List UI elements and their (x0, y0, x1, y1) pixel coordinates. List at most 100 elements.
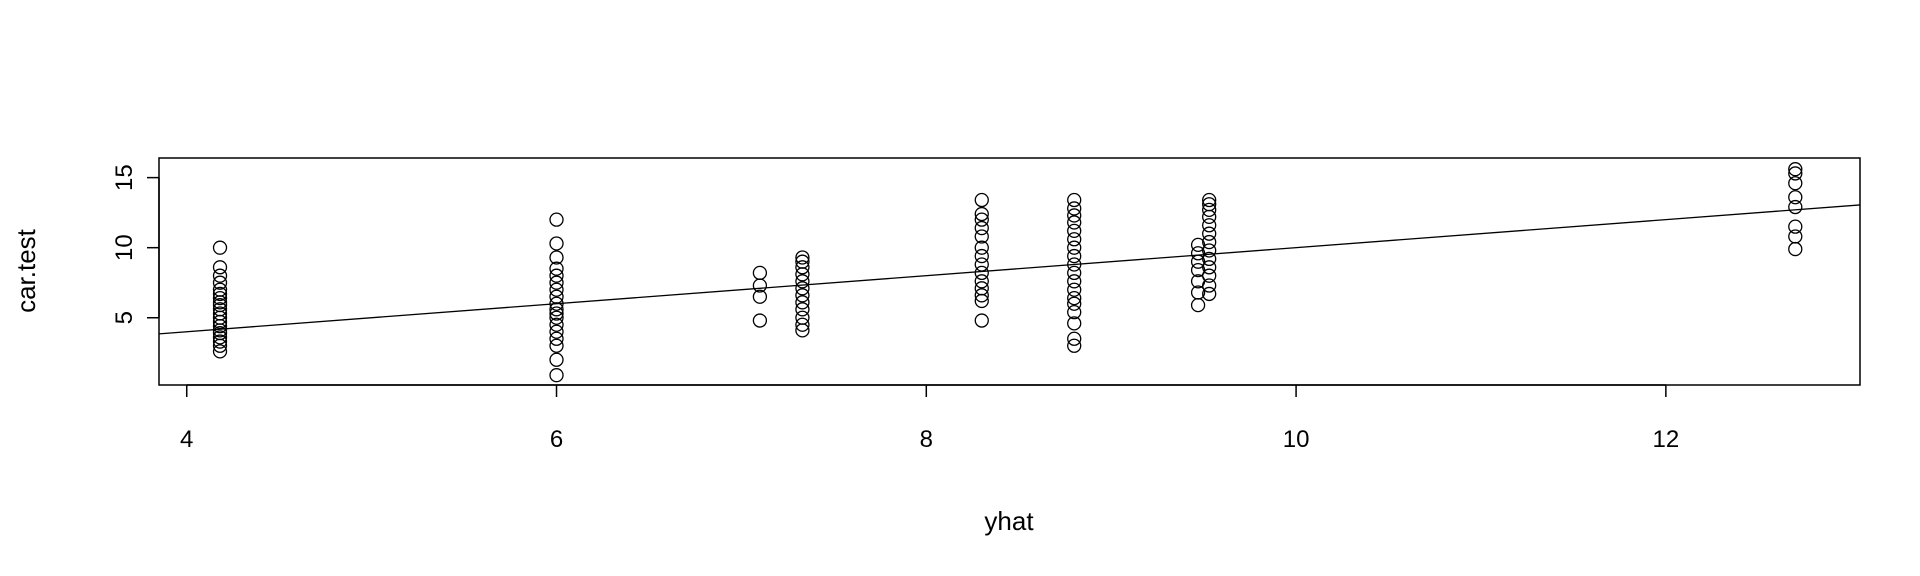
x-axis: 4 6 8 10 12 (180, 384, 1680, 453)
y-tick-label: 10 (111, 234, 138, 261)
data-point (212, 268, 228, 283)
data-point (1788, 166, 1803, 181)
reference-line (159, 204, 1860, 335)
data-point (974, 288, 989, 303)
data-point (549, 282, 564, 297)
data-point (1067, 304, 1082, 320)
data-point (1067, 240, 1082, 255)
data-point (212, 286, 228, 302)
data-point (1067, 208, 1082, 223)
data-point (549, 268, 564, 283)
data-point (795, 281, 810, 296)
data-point (752, 313, 768, 328)
data-point (1067, 274, 1082, 289)
data-point (1190, 285, 1206, 300)
data-point (1202, 218, 1217, 233)
data-point (974, 293, 989, 309)
data-point (1190, 237, 1206, 253)
data-point (974, 265, 989, 281)
data-point (974, 229, 989, 244)
data-point (212, 330, 228, 345)
data-point (1788, 190, 1803, 205)
data-point (974, 313, 989, 328)
data-point (1067, 265, 1082, 281)
data-point (795, 260, 810, 275)
data-point (212, 282, 228, 297)
data-point (1190, 262, 1206, 278)
data-point (1067, 215, 1082, 230)
data-point (212, 302, 228, 317)
data-point (795, 274, 810, 289)
data-point (1202, 268, 1217, 283)
data-point (1202, 226, 1217, 241)
data-point (1190, 297, 1206, 313)
x-tick-label: 8 (920, 426, 933, 453)
data-point (549, 368, 564, 383)
data-point (1202, 260, 1217, 275)
data-point (1190, 246, 1206, 261)
data-point (549, 317, 564, 332)
data-point (1788, 241, 1803, 257)
x-axis-title: yhat (984, 506, 1034, 536)
data-point (1067, 223, 1082, 239)
data-point (1067, 331, 1082, 346)
data-point (1067, 316, 1082, 331)
data-point (1788, 162, 1803, 177)
y-tick-label: 15 (111, 164, 138, 191)
data-point (1202, 243, 1217, 258)
data-point (1067, 296, 1082, 311)
data-point (549, 306, 564, 321)
data-point (974, 220, 989, 236)
data-point (1067, 201, 1082, 216)
data-point (1067, 290, 1082, 306)
data-point (795, 323, 810, 338)
x-tick-label: 4 (180, 426, 193, 453)
data-point (974, 248, 989, 264)
data-point (549, 352, 564, 367)
data-point (795, 288, 810, 303)
data-point (795, 295, 810, 310)
data-point (549, 289, 564, 304)
data-point (549, 310, 564, 325)
data-point (1067, 282, 1082, 297)
data-point (549, 338, 564, 353)
x-tick-label: 12 (1653, 426, 1680, 453)
reference-line-layer (159, 204, 1860, 335)
data-point (752, 289, 768, 304)
data-point (212, 275, 228, 290)
data-point (212, 344, 228, 359)
data-point (974, 212, 989, 227)
data-point (1788, 176, 1803, 191)
data-point (212, 290, 228, 306)
y-axis: 5 10 15 (111, 164, 160, 324)
y-tick-label: 5 (111, 311, 138, 324)
data-point (974, 281, 989, 296)
data-point (549, 250, 564, 265)
data-point (1788, 199, 1803, 215)
data-point (1067, 248, 1082, 264)
x-tick-label: 6 (550, 426, 563, 453)
data-point (974, 274, 989, 289)
data-point (549, 212, 564, 227)
data-point (1202, 197, 1217, 212)
data-point (1788, 229, 1803, 244)
data-point (212, 260, 228, 275)
data-point (549, 261, 564, 276)
x-tick-label: 10 (1283, 426, 1310, 453)
data-point (795, 317, 810, 332)
y-axis-title: car.test (11, 228, 41, 313)
data-point (212, 240, 228, 255)
data-point (549, 275, 564, 290)
data-point (1202, 278, 1217, 293)
data-point (549, 324, 564, 339)
plot-frame (158, 157, 1861, 386)
data-point (1202, 192, 1217, 208)
points-layer (212, 162, 1803, 383)
data-point (549, 296, 564, 311)
data-point (795, 310, 810, 325)
data-point (1067, 192, 1082, 208)
data-point (752, 265, 768, 281)
data-point (795, 254, 810, 269)
data-point (549, 331, 564, 346)
data-point (974, 257, 989, 272)
